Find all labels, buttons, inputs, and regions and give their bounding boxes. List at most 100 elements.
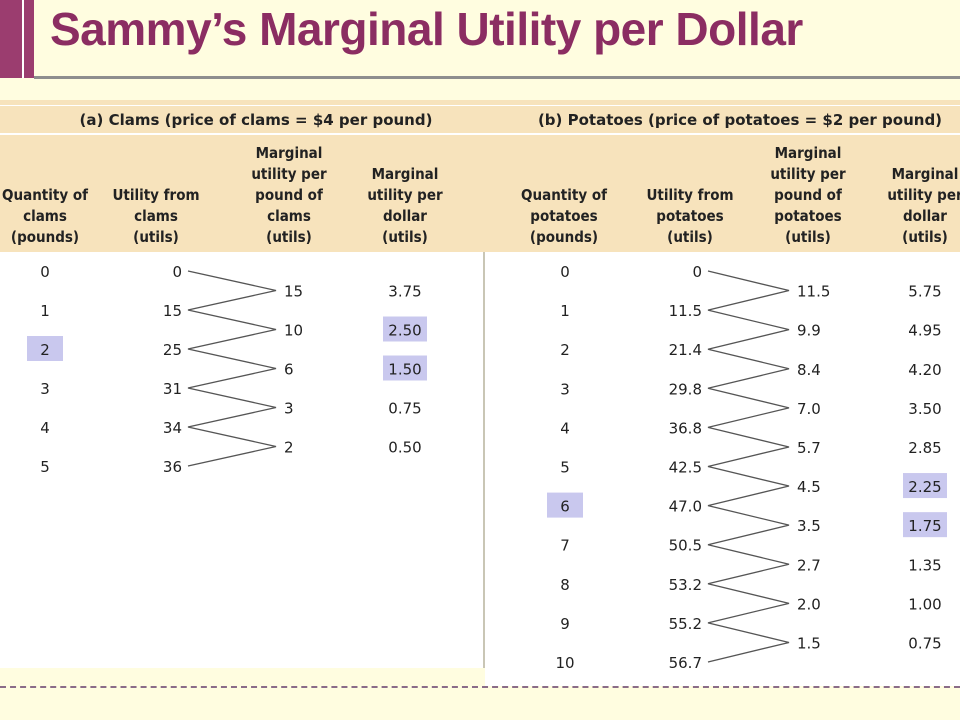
- potatoes-header-col3: (utils): [785, 228, 831, 246]
- clams-quantity-cell: 5: [40, 458, 50, 476]
- clams-section-title: (a) Clams (price of clams = $4 per pound…: [80, 111, 433, 129]
- potatoes-header-col1: potatoes: [530, 207, 597, 225]
- clams-marginal-utility-cell: 10: [284, 322, 303, 340]
- clams-mu-per-dollar-cell: 0.50: [388, 439, 421, 457]
- potatoes-marginal-utility-cell: 3.5: [797, 517, 821, 535]
- clams-utility-cell: 15: [163, 302, 182, 320]
- clams-header-col3: pound of: [255, 186, 323, 204]
- potatoes-quantity-cell: 3: [560, 380, 570, 398]
- clams-zigzag-connector: [187, 270, 277, 467]
- clams-header-col3: Marginal: [256, 144, 323, 162]
- potatoes-header-col2: (utils): [667, 228, 713, 246]
- potatoes-mu-per-dollar-highlight: [903, 512, 947, 538]
- potatoes-utility-cell: 50.5: [669, 537, 702, 555]
- potatoes-marginal-utility-cell: 7.0: [797, 400, 821, 418]
- potatoes-header-col4: (utils): [902, 228, 948, 246]
- clams-header-col3: utility per: [251, 165, 327, 183]
- clams-header-col3: clams: [267, 207, 311, 225]
- potatoes-quantity-cell: 0: [560, 263, 570, 281]
- potatoes-header-col2: Utility from: [646, 186, 733, 204]
- bottom-dashed-rule: [0, 686, 960, 688]
- clams-header-col2: (utils): [133, 228, 179, 246]
- potatoes-utility-cell: 47.0: [669, 498, 702, 516]
- potatoes-marginal-utility-cell: 8.4: [797, 361, 821, 379]
- potatoes-marginal-utility-cell: 5.7: [797, 439, 821, 457]
- potatoes-mu-per-dollar-cell: 4.20: [908, 361, 941, 379]
- clams-utility-cell: 25: [163, 341, 182, 359]
- potatoes-header-col1: Quantity of: [521, 186, 607, 204]
- potatoes-mu-per-dollar-cell: 1.35: [908, 556, 941, 574]
- slide-title: Sammy’s Marginal Utility per Dollar: [50, 3, 803, 55]
- potatoes-mu-per-dollar-highlight: [903, 473, 947, 499]
- potatoes-utility-cell: 53.2: [669, 576, 702, 594]
- potatoes-utility-cell: 29.8: [669, 380, 702, 398]
- clams-header-col1: Quantity of: [2, 186, 88, 204]
- clams-quantity-cell: 0: [40, 263, 50, 281]
- potatoes-header-col3: utility per: [770, 165, 846, 183]
- clams-marginal-utility-cell: 2: [284, 439, 294, 457]
- potatoes-utility-cell: 21.4: [669, 341, 702, 359]
- clams-header-col2: clams: [134, 207, 178, 225]
- potatoes-quantity-cell: 9: [560, 615, 570, 633]
- potatoes-utility-cell: 0: [692, 263, 702, 281]
- potatoes-header-col3: pound of: [774, 186, 842, 204]
- potatoes-marginal-utility-cell: 9.9: [797, 322, 821, 340]
- clams-header-col4: dollar: [383, 207, 427, 225]
- clams-quantity-cell: 4: [40, 419, 50, 437]
- clams-mu-per-dollar-highlight: [383, 316, 427, 342]
- potatoes-quantity-cell: 7: [560, 537, 570, 555]
- clams-header-col4: Marginal: [372, 165, 439, 183]
- potatoes-quantity-cell: 2: [560, 341, 570, 359]
- clams-utility-cell: 31: [163, 380, 182, 398]
- potatoes-section-title: (b) Potatoes (price of potatoes = $2 per…: [538, 111, 942, 129]
- potatoes-marginal-utility-cell: 4.5: [797, 478, 821, 496]
- clams-header-col2: Utility from: [112, 186, 199, 204]
- potatoes-header-col3: potatoes: [774, 207, 841, 225]
- potatoes-mu-per-dollar-cell: 0.75: [908, 634, 941, 652]
- clams-mu-per-dollar-highlight: [383, 355, 427, 381]
- clams-quantity-highlight: [27, 336, 63, 361]
- panel-a-body: [0, 252, 483, 668]
- potatoes-utility-cell: 36.8: [669, 419, 702, 437]
- clams-mu-per-dollar-cell: 3.75: [388, 283, 421, 301]
- clams-mu-per-dollar-cell: 2.50: [388, 322, 421, 340]
- section-title-divider: [0, 133, 960, 135]
- potatoes-header-col4: utility per: [887, 186, 960, 204]
- potatoes-header-col4: Marginal: [892, 165, 959, 183]
- clams-mu-per-dollar-cell: 0.75: [388, 400, 421, 418]
- title-rule: [34, 76, 960, 79]
- header-band-line: [0, 105, 960, 106]
- potatoes-mu-per-dollar-cell: 5.75: [908, 283, 941, 301]
- potatoes-quantity-highlight: [547, 492, 583, 518]
- potatoes-quantity-cell: 5: [560, 459, 570, 477]
- clams-header-col1: (pounds): [11, 228, 79, 246]
- clams-header-col4: (utils): [382, 228, 428, 246]
- accent-bar: [0, 0, 22, 78]
- table-header-band: [0, 100, 960, 252]
- potatoes-utility-cell: 11.5: [669, 302, 702, 320]
- clams-utility-cell: 0: [172, 263, 182, 281]
- potatoes-header-col1: (pounds): [530, 228, 598, 246]
- potatoes-mu-per-dollar-cell: 4.95: [908, 322, 941, 340]
- potatoes-utility-cell: 55.2: [669, 615, 702, 633]
- potatoes-marginal-utility-cell: 2.0: [797, 595, 821, 613]
- potatoes-quantity-cell: 1: [560, 302, 570, 320]
- potatoes-mu-per-dollar-cell: 2.85: [908, 439, 941, 457]
- potatoes-utility-cell: 42.5: [669, 459, 702, 477]
- clams-header-col1: clams: [23, 207, 67, 225]
- potatoes-zigzag-connector: [707, 270, 790, 663]
- clams-quantity-cell: 2: [40, 341, 50, 359]
- potatoes-header-col2: potatoes: [656, 207, 723, 225]
- potatoes-mu-per-dollar-cell: 1.75: [908, 517, 941, 535]
- clams-utility-cell: 34: [163, 419, 182, 437]
- clams-header-col3: (utils): [266, 228, 312, 246]
- clams-quantity-cell: 1: [40, 302, 50, 320]
- potatoes-header-col3: Marginal: [775, 144, 842, 162]
- potatoes-mu-per-dollar-cell: 1.00: [908, 595, 941, 613]
- accent-bar-divider: [22, 0, 24, 78]
- potatoes-quantity-cell: 6: [560, 498, 570, 516]
- potatoes-marginal-utility-cell: 11.5: [797, 283, 830, 301]
- panel-b-body: [485, 252, 960, 686]
- clams-header-col4: utility per: [367, 186, 443, 204]
